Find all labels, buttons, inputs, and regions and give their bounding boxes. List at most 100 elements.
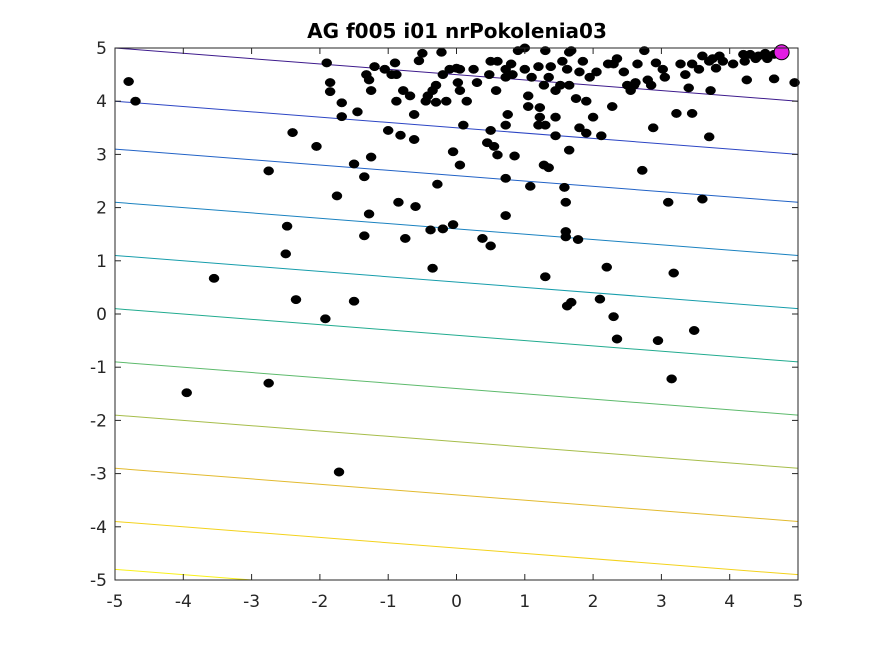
population-point [630,78,641,88]
x-tick-label: 1 [519,592,530,612]
population-point [505,59,517,69]
population-point [359,231,370,241]
best-solution-marker [773,44,790,61]
population-points [123,43,800,477]
population-point [485,126,496,135]
population-point [666,374,677,384]
population-point [560,232,572,242]
contour-lines [115,48,798,580]
population-point [703,132,715,142]
population-point [540,120,551,130]
population-point [522,91,534,101]
population-point [560,197,572,207]
population-point [369,62,380,72]
population-point [500,173,511,183]
population-point [789,78,800,88]
population-point [705,86,716,96]
population-point [606,102,618,111]
population-point [359,172,370,182]
best-point [773,44,790,61]
population-point [550,112,561,122]
population-point [525,181,536,191]
population-point [447,147,459,157]
population-point [441,96,452,106]
population-point [485,241,496,251]
population-point [397,86,409,96]
population-point [543,163,554,173]
population-point [559,182,570,192]
population-point [263,378,274,388]
population-point [507,70,518,80]
y-tick-label: -5 [90,571,107,591]
contour-line-0 [115,48,798,102]
population-point [697,51,708,61]
population-point [650,58,662,68]
contour-line-3 [115,201,798,256]
population-point [645,80,657,90]
x-axis-ticks: -5 -4 -3 -2 -1 0 1 2 3 4 5 [107,48,804,612]
population-point [688,326,700,335]
y-tick-label: 1 [96,252,107,272]
population-point [417,48,428,58]
population-point [563,80,575,90]
population-point [538,80,550,90]
population-point [652,336,664,346]
population-point [324,87,336,97]
population-point [336,98,348,108]
population-point [352,107,363,117]
population-point [574,67,585,77]
contour-line-10 [115,568,259,580]
y-tick-label: 0 [96,305,107,325]
population-point [458,120,469,130]
population-point [637,165,648,175]
population-point [130,96,141,106]
population-point [436,47,447,57]
x-tick-label: 3 [656,592,667,612]
population-point [550,131,561,141]
population-point [727,59,739,69]
population-point [454,64,466,74]
contour-line-4 [115,254,798,310]
y-axis-ticks: -5 -4 -3 -2 -1 0 1 2 3 4 5 [90,39,798,591]
population-point [324,78,336,88]
population-point [611,334,623,344]
population-point [410,202,421,211]
population-point [563,47,575,57]
population-point [693,64,705,74]
x-tick-label: 4 [724,592,735,612]
plot-area [115,48,798,580]
contour-line-1 [115,100,798,155]
y-tick-label: -3 [90,465,107,485]
x-tick-label: -2 [311,592,328,612]
population-point [675,59,686,69]
contour-line-7 [115,414,798,469]
population-point [391,70,402,80]
population-point [461,96,472,106]
population-point [492,56,503,66]
population-point [500,211,511,221]
population-point [608,312,619,322]
population-point [430,80,442,90]
population-point [447,220,459,230]
population-point [647,123,659,133]
contour-line-5 [115,308,798,363]
x-tick-label: -4 [175,592,192,612]
population-point [408,135,420,144]
population-point [348,159,360,169]
population-point [534,112,546,122]
population-point [454,86,466,96]
population-point [522,102,534,111]
x-tick-label: 2 [588,592,599,612]
population-point [471,78,483,88]
population-point [587,112,599,122]
population-point [591,67,602,77]
population-point [492,150,503,160]
population-point [574,123,585,133]
population-point [280,249,291,259]
population-point [425,225,436,235]
x-tick-label: 5 [793,592,804,612]
population-point [680,70,691,80]
population-point [572,235,584,244]
population-point [413,56,425,66]
